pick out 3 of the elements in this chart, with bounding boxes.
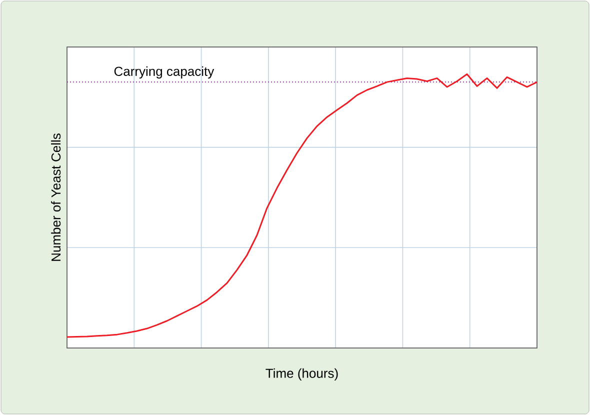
x-axis-title: Time (hours) xyxy=(266,368,338,380)
y-axis-title: Number of Yeast Cells xyxy=(51,134,61,261)
ref-line-label: Carrying capacity xyxy=(114,66,214,79)
